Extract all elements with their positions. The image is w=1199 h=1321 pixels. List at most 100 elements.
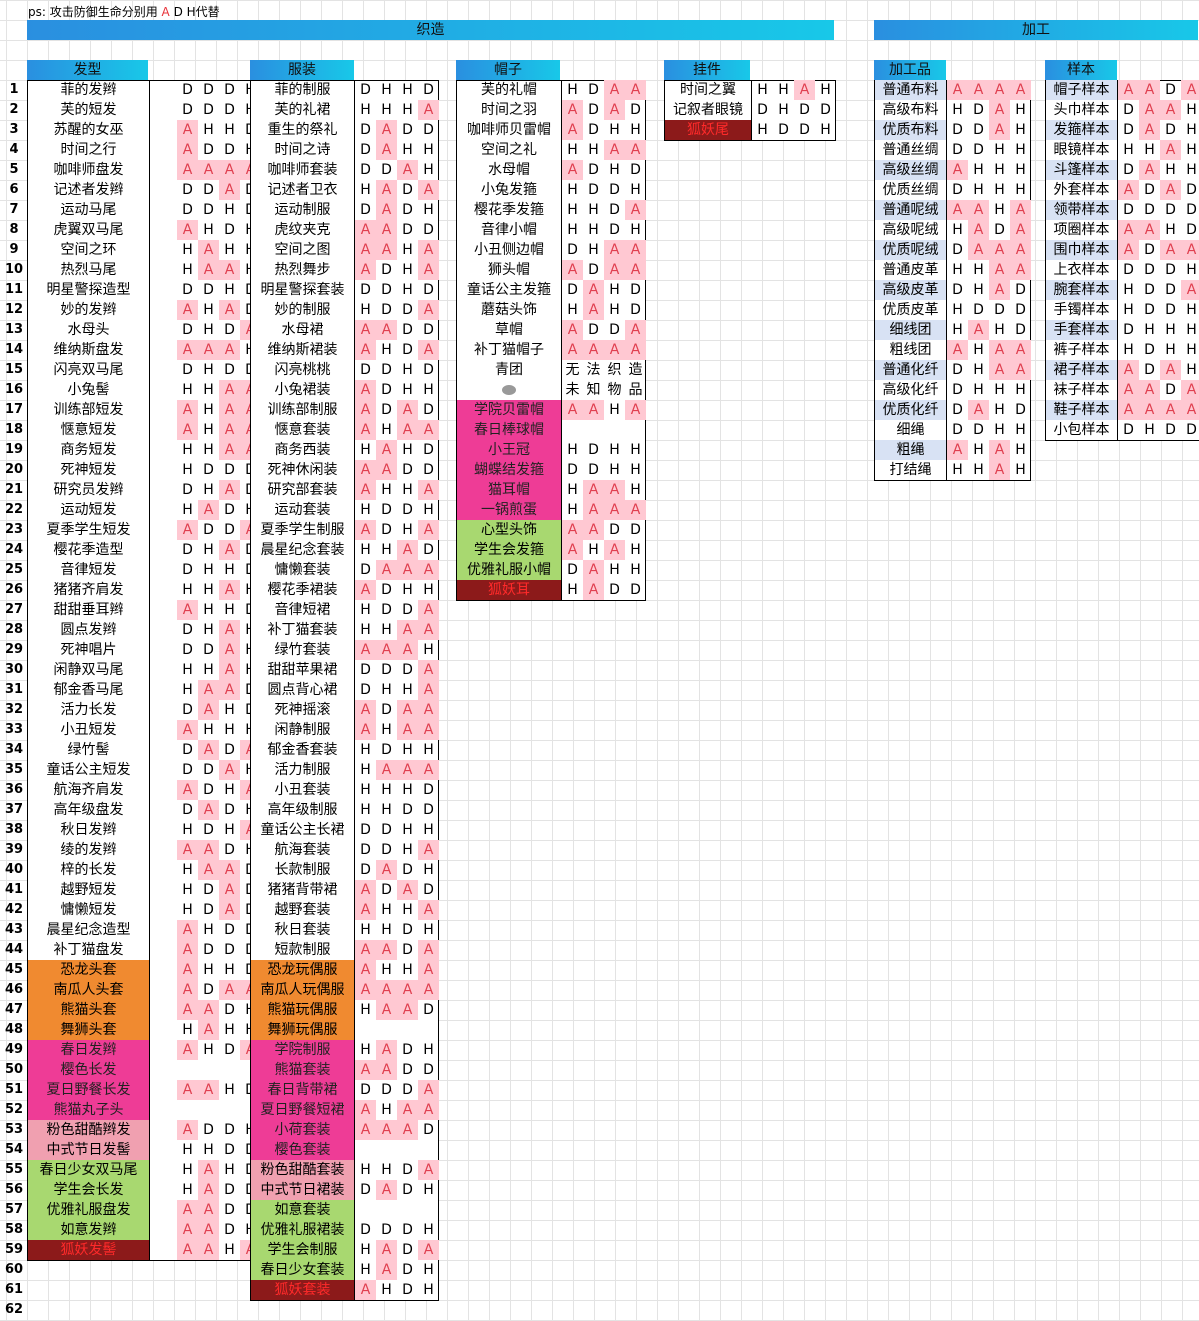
table-row: 学生会制服 H A D A [251, 1240, 439, 1260]
item-name: 热烈舞步 [251, 260, 355, 280]
row-number: 13 [4, 322, 24, 337]
stat-cell: H [952, 302, 963, 318]
stat-cell: A [198, 1180, 219, 1200]
stat-cell: H [402, 142, 413, 158]
stat-cell: H [630, 222, 641, 238]
table-row: 高级化纤 D H H H [875, 380, 1030, 400]
stat-cell: D [1165, 302, 1176, 318]
stat-cell: A [989, 280, 1010, 300]
table-row: 闪亮桃桃 D D H D [251, 360, 438, 380]
stat-cell: D [402, 1062, 413, 1078]
item-name: 裤子样本 [1046, 340, 1118, 360]
table-row: 裙子样本 A D A H [1046, 360, 1199, 380]
stat-cell: A [355, 720, 376, 740]
row-number: 23 [4, 522, 24, 537]
stat-cell: A [219, 620, 240, 640]
stat-cell: A [1139, 120, 1160, 140]
table-row: 运动马尾DDHD [28, 200, 260, 220]
stat-cell: A [625, 320, 646, 340]
item-name: 音律短裙 [251, 600, 355, 620]
stat-cell: A [177, 420, 198, 440]
item-name: 苏醒的女巫 [28, 120, 150, 140]
stat-cell: H [360, 742, 371, 758]
stat-cell: A [562, 520, 583, 540]
item-name: 夏日野餐短裙 [251, 1100, 355, 1120]
stat-cell: A [583, 500, 604, 520]
row-number: 51 [4, 1082, 24, 1097]
stat-cell: A [1010, 80, 1031, 100]
item-name: 细绳 [875, 420, 947, 440]
table-row: 补丁猫套装 H H A A [251, 620, 439, 640]
stat-cell: A [1010, 260, 1031, 280]
stat-cell: D [1144, 362, 1155, 378]
stat-cell: D [402, 662, 413, 678]
stat-cell: H [360, 302, 371, 318]
stat-cell: D [381, 662, 392, 678]
item-name: 夏日野餐长发 [28, 1080, 150, 1100]
item-name: 记述者发辫 [28, 180, 150, 200]
table-row: 熊猫丸子头 [28, 1100, 260, 1120]
stat-cell: A [177, 220, 198, 240]
stat-cell: D [360, 682, 371, 698]
stat-cell: A [418, 620, 439, 640]
stat-cell: D [952, 422, 963, 438]
item-name: 蝴蝶结发箍 [457, 460, 562, 480]
stat-cell: H [182, 1162, 193, 1178]
item-name: 舞狮玩偶服 [251, 1020, 355, 1040]
stat-cell: D [360, 362, 371, 378]
item-name: 航海套装 [251, 840, 355, 860]
stat-cell: A [1160, 240, 1181, 260]
table-row: 闲静双马尾HHAH [28, 660, 260, 680]
stat-cell: A [177, 940, 198, 960]
table-row: 重生的祭礼 D A D D [251, 120, 438, 140]
table-row: 鞋子样本 A A A A [1046, 400, 1199, 420]
item-name: 中式节日发髻 [28, 1140, 150, 1160]
stat-cell: H [182, 882, 193, 898]
item-name: 高级呢绒 [875, 220, 947, 240]
stat-cell: H [182, 1142, 193, 1158]
stat-cell: A [625, 260, 646, 280]
stat-cell: D [994, 302, 1005, 318]
stat-cell: D [203, 942, 214, 958]
stat-cell: H [630, 482, 641, 498]
stat-cell: H [973, 462, 984, 478]
stat-cell: D [630, 302, 641, 318]
stat-cell: A [177, 300, 198, 320]
stat-cell: H [203, 222, 214, 238]
row-number: 6 [9, 182, 19, 197]
stat-cell: D [182, 802, 193, 818]
stat-cell: H [381, 82, 392, 98]
item-name: 樱花季造型 [28, 540, 150, 560]
stat-cell: H [203, 622, 214, 638]
table-row: 研究员发辫DHAD [28, 480, 260, 500]
stat-cell: D [360, 162, 371, 178]
item-name: 菲的发辫 [28, 80, 150, 100]
stat-cell: D [799, 102, 810, 118]
item-name: 打结绳 [875, 460, 947, 480]
item-name: 优雅礼服小帽 [457, 560, 562, 580]
item-name: 时间之羽 [457, 100, 562, 120]
row-number: 20 [4, 462, 24, 477]
item-name: 优质呢绒 [875, 240, 947, 260]
table-row: 记叙者眼镜 D H D D [665, 100, 835, 120]
item-name: 高级布料 [875, 100, 947, 120]
row-number: 1 [9, 82, 19, 97]
table-row: 梓的长发HAAD [28, 860, 260, 880]
item-name: 小兔裙装 [251, 380, 355, 400]
stat-cell: H [224, 962, 235, 978]
item-name: 咖啡师盘发 [28, 160, 150, 180]
stat-cell: H [182, 1182, 193, 1198]
item-name: 小丑套装 [251, 780, 355, 800]
stat-cell: A [376, 860, 397, 880]
gray-blob-icon [502, 385, 516, 395]
stat-cell: A [947, 200, 968, 220]
table-row: 樱花季裙装 A D H H [251, 580, 438, 600]
stat-cell: A [177, 1080, 198, 1100]
stat-cell: H [423, 162, 434, 178]
stat-cell: D [423, 282, 434, 298]
stat-cell: D [381, 702, 392, 718]
stat-cell: A [177, 1000, 198, 1020]
stat-cell: H [973, 282, 984, 298]
stat-cell: D [588, 262, 599, 278]
table-row: 水母裙 A A D D [251, 320, 438, 340]
